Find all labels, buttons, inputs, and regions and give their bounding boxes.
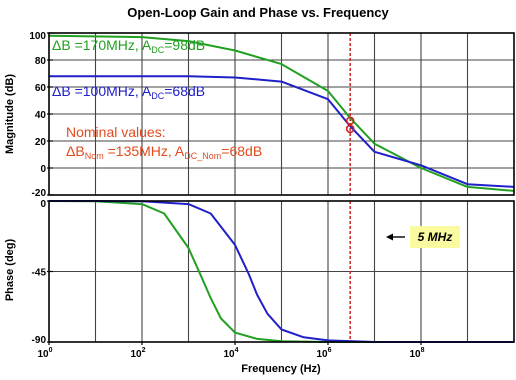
- chart-title: Open-Loop Gain and Phase vs. Frequency: [127, 5, 389, 20]
- magnitude-marker-blue: [345, 124, 355, 134]
- y-tick-label: -90: [32, 335, 47, 346]
- magnitude-series-green: [48, 34, 515, 192]
- x-tick-label: 108: [409, 347, 424, 360]
- y-tick-label: 0: [40, 164, 46, 175]
- phase-plot: 0 -45 -90 100 102 104 106 108 5 MHz Phase (deg…: [4, 199, 515, 375]
- callout-arrowhead: [386, 233, 393, 241]
- y-tick-label: -20: [32, 188, 47, 199]
- green-series-label: ΔB =170MHz, ADC=98dB: [52, 37, 205, 55]
- y-tick-label: -45: [32, 268, 47, 279]
- callout-label: 5 MHz: [418, 230, 453, 244]
- x-tick-label: 100: [37, 347, 52, 360]
- phase-y-axis-label: Phase (deg): [4, 238, 16, 301]
- y-tick-label: 100: [29, 31, 46, 42]
- y-tick-label: 60: [35, 83, 47, 94]
- y-tick-label: 40: [35, 110, 47, 121]
- magnitude-plot-frame: [48, 32, 515, 196]
- magnitude-y-ticks: 100 80 60 40 20 0 -20: [29, 31, 53, 199]
- phase-grid: [49, 201, 514, 342]
- phase-plot-frame: [48, 200, 515, 343]
- nominal-values-title: Nominal values:: [66, 124, 166, 140]
- blue-series-label: ΔB =100MHz, ADC=68dB: [52, 83, 205, 101]
- callout-5mhz: 5 MHz: [386, 226, 460, 248]
- x-tick-label: 104: [223, 347, 238, 360]
- y-tick-label: 80: [35, 56, 47, 67]
- y-tick-label: 20: [35, 137, 47, 148]
- magnitude-marker-green: [345, 116, 355, 126]
- y-tick-label: 0: [40, 199, 46, 210]
- magnitude-grid: [49, 33, 514, 195]
- callout-box: [410, 226, 460, 248]
- x-tick-label: 102: [130, 347, 145, 360]
- nominal-values-line: ΔBNom =135MHz, ADC_Nom=68dB: [66, 143, 262, 161]
- magnitude-series-blue: [49, 75, 515, 188]
- phase-x-ticks: 100 102 104 106 108: [37, 342, 425, 360]
- x-tick-label: 106: [316, 347, 331, 360]
- x-axis-label: Frequency (Hz): [241, 363, 321, 375]
- magnitude-y-axis-label: Magnitude (dB): [4, 74, 16, 154]
- magnitude-plot: 100 80 60 40 20 0 -20 ΔB =170MHz, ADC=98dB ΔB …: [4, 31, 515, 199]
